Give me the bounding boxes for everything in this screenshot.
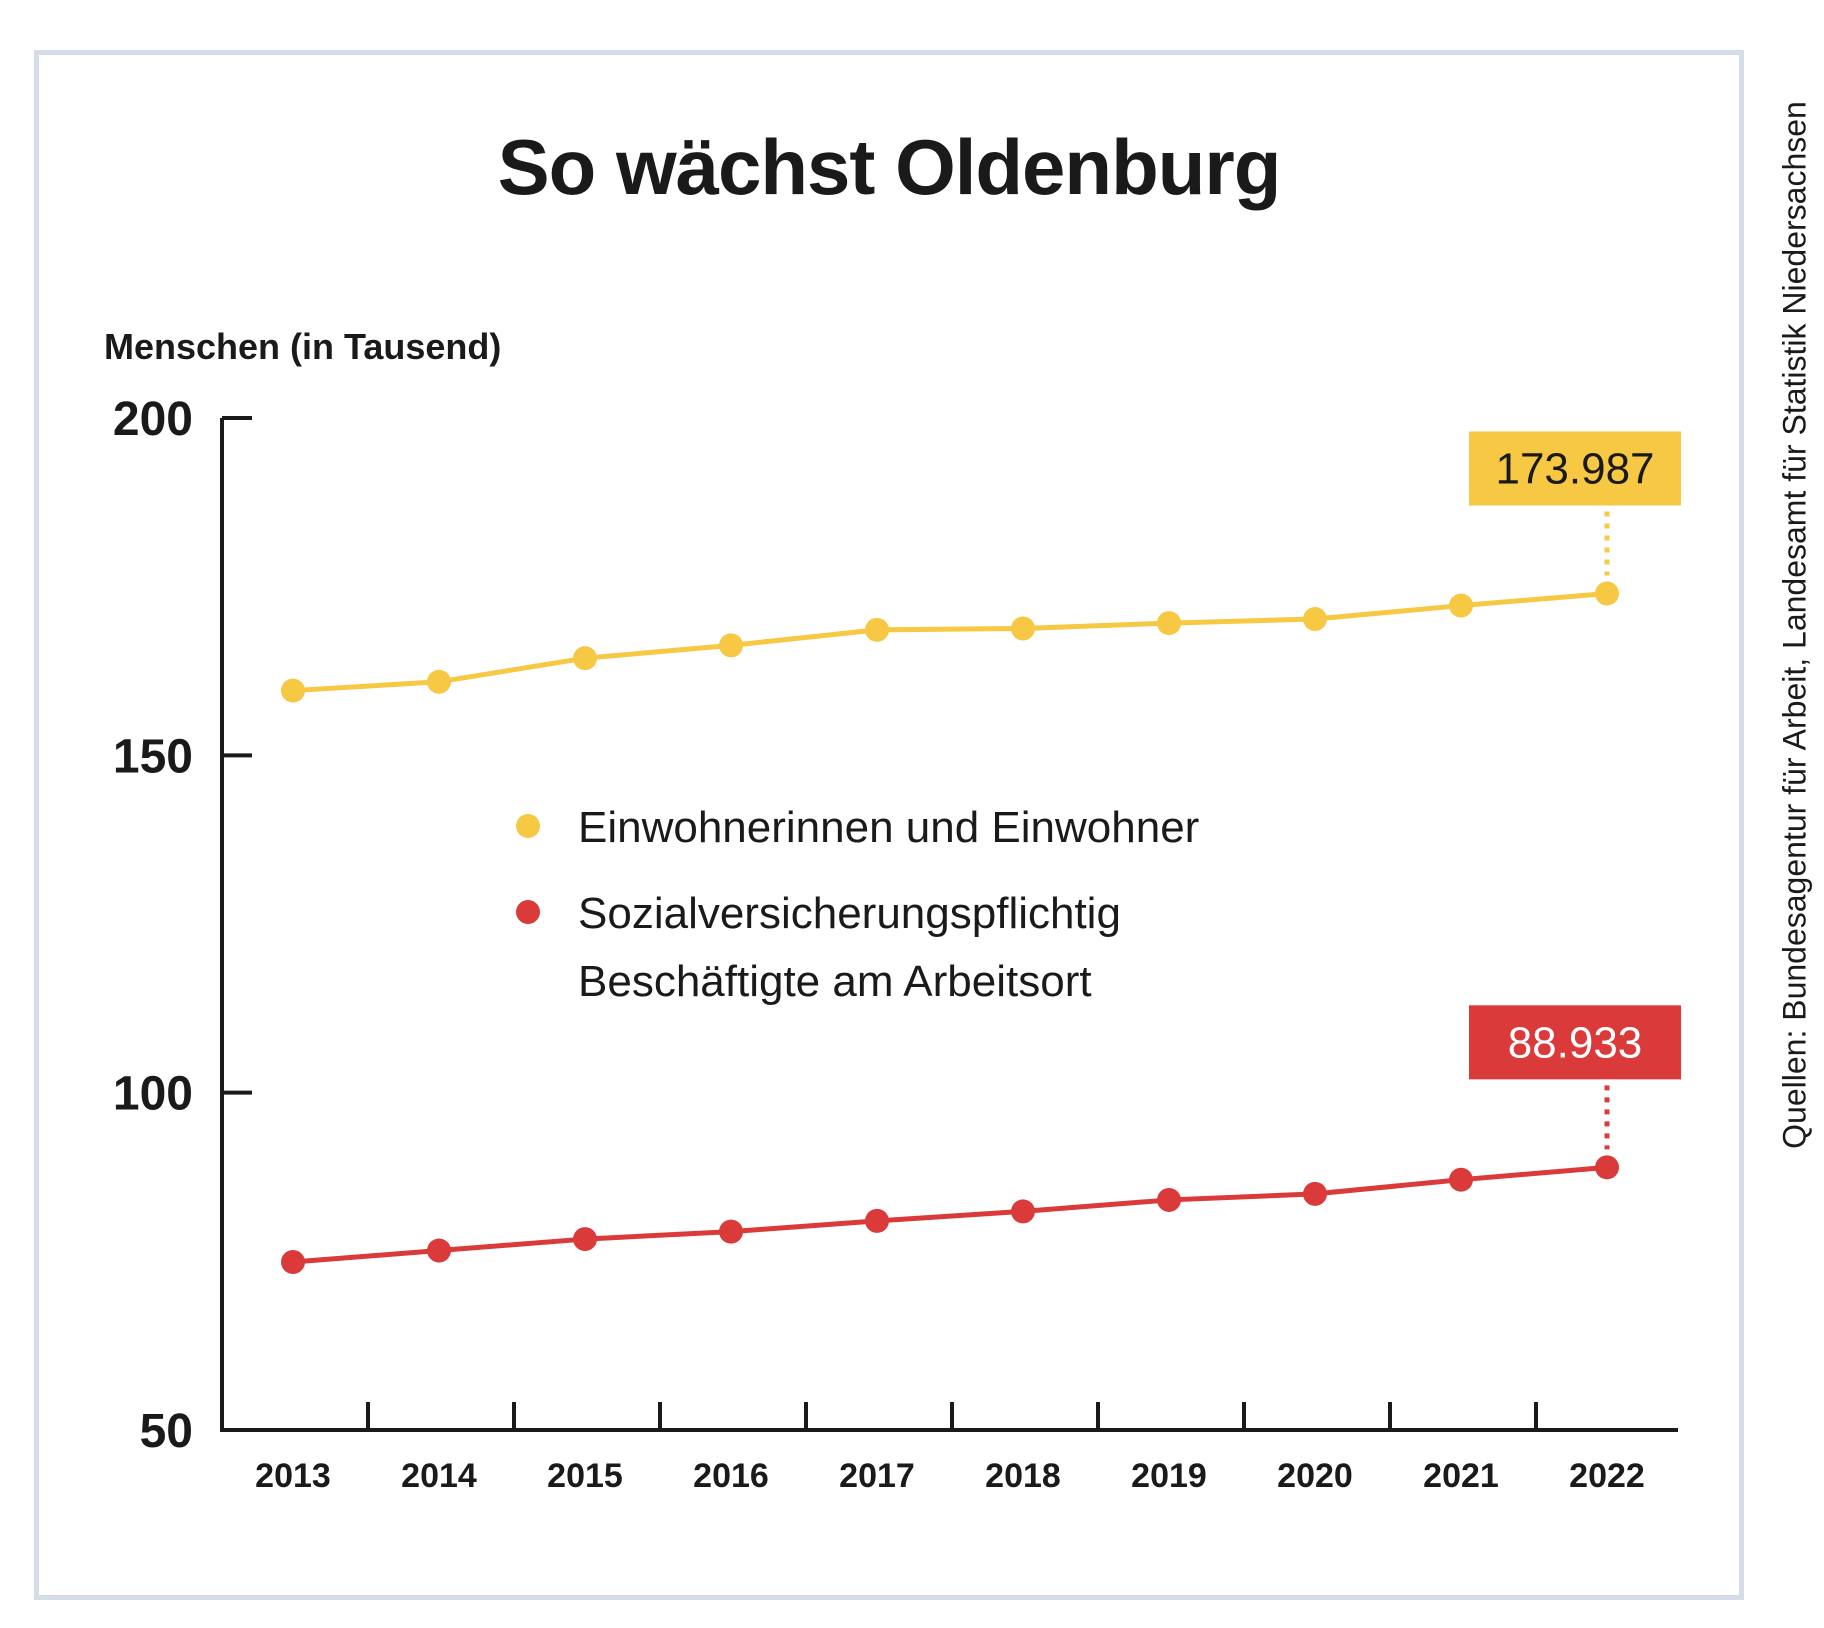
data-point: [427, 1238, 451, 1263]
x-tick-label: 2015: [547, 1457, 623, 1495]
legend-item-1: Einwohnerinnen und Einwohner: [516, 803, 1199, 852]
x-tick-label: 2016: [693, 1457, 769, 1495]
axes: 50 100 150 200 2013 2014 2015 2016 2017 2018 2019 2…: [113, 393, 1678, 1495]
legend-label: Einwohnerinnen und Einwohner: [578, 803, 1199, 852]
legend-marker: [516, 814, 540, 838]
chart-frame: [34, 50, 1744, 1600]
y-tick-label: 100: [113, 1068, 193, 1121]
data-point: [1449, 593, 1473, 618]
data-point: [1449, 1167, 1473, 1192]
x-tick-label: 2017: [839, 1457, 915, 1495]
x-tick-label: 2013: [255, 1457, 331, 1495]
data-point: [281, 1250, 305, 1275]
data-point: [1157, 611, 1181, 636]
y-tick-label: 50: [140, 1405, 193, 1458]
callout-box: [1469, 431, 1681, 506]
data-point: [573, 646, 597, 671]
legend-marker: [516, 900, 540, 924]
data-point: [719, 1219, 743, 1244]
data-point: [719, 633, 743, 658]
data-point: [1303, 607, 1327, 632]
x-tick-label: 2014: [401, 1457, 477, 1495]
series-line: [292, 591, 1608, 694]
x-tick-label: 2019: [1131, 1457, 1207, 1495]
data-point: [1011, 616, 1035, 641]
callout-layer: 173.987 88.933: [1469, 431, 1681, 1150]
x-tick-label: 2021: [1423, 1457, 1499, 1495]
legend-label: Beschäftigte am Arbeitsort: [578, 957, 1092, 1006]
callout-box: [1469, 1005, 1681, 1080]
chart-title: So wächst Oldenburg: [497, 123, 1282, 211]
data-point: [1303, 1181, 1327, 1206]
x-tick-label: 2020: [1277, 1457, 1353, 1495]
series-1: [281, 581, 1619, 703]
data-point: [427, 669, 451, 694]
y-tick-label: 200: [113, 393, 193, 446]
data-point: [1157, 1187, 1181, 1212]
callout-value: 173.987: [1495, 445, 1654, 494]
legend-item-2: Sozialversicherungspflichtig Beschäftigte…: [516, 889, 1121, 1006]
series-2: [281, 1155, 1619, 1275]
x-tick-label: 2022: [1569, 1457, 1645, 1495]
y-tick-label: 150: [113, 730, 193, 783]
data-point: [1595, 1155, 1619, 1180]
legend: Einwohnerinnen und Einwohner Sozialversic…: [516, 803, 1199, 1006]
y-axis-label: Menschen (in Tausend): [104, 326, 502, 367]
x-tick-label: 2018: [985, 1457, 1061, 1495]
data-point: [1595, 581, 1619, 606]
series-line: [292, 1164, 1608, 1265]
callout-value: 88.933: [1508, 1018, 1643, 1067]
data-point: [865, 1208, 889, 1233]
data-point: [1011, 1199, 1035, 1224]
data-point: [865, 617, 889, 642]
data-point: [281, 678, 305, 703]
series-layer: [281, 581, 1619, 1275]
data-point: [573, 1227, 597, 1252]
legend-label: Sozialversicherungspflichtig: [578, 889, 1121, 938]
